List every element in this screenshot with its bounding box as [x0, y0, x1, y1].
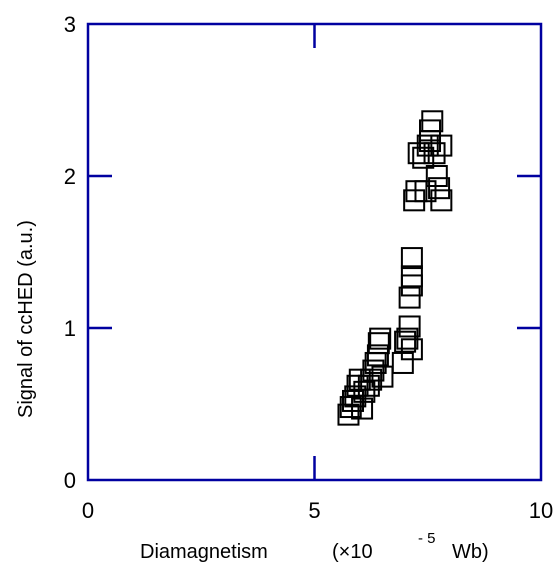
- data-point: [421, 110, 444, 133]
- y-axis-title: Signal of ccHED (a.u.): [15, 220, 37, 418]
- x-tick-label: 0: [82, 498, 94, 523]
- data-point: [412, 146, 435, 169]
- data-point: [367, 332, 390, 355]
- y-tick-label: 0: [64, 468, 76, 493]
- data-point: [400, 265, 423, 288]
- data-points: [337, 110, 453, 426]
- x-axis-title: Diamagnetism (×10 - 5 Wb): [140, 526, 489, 563]
- y-tick-label: 3: [64, 12, 76, 37]
- data-point: [416, 134, 439, 157]
- data-point: [400, 247, 423, 270]
- y-tick-label: 1: [64, 316, 76, 341]
- data-point: [423, 142, 446, 165]
- x-tick-label: 5: [308, 498, 320, 523]
- data-point: [353, 380, 376, 403]
- plot-frame: [86, 22, 543, 482]
- data-point: [430, 189, 453, 212]
- data-point: [371, 365, 394, 388]
- data-point: [400, 338, 423, 361]
- data-point: [369, 327, 392, 350]
- x-tick-label: 10: [529, 498, 553, 523]
- data-point: [337, 403, 360, 426]
- y-tick-label: 2: [64, 164, 76, 189]
- data-point: [428, 177, 451, 200]
- tick-labels: 0 5 10 0 1 2 3: [64, 12, 553, 523]
- data-point: [351, 397, 374, 420]
- data-point: [346, 374, 369, 397]
- x-axis-unit-suffix: Wb): [452, 541, 489, 563]
- data-point: [430, 134, 453, 157]
- data-point: [366, 344, 389, 367]
- data-point: [398, 315, 421, 338]
- axis-ticks: [88, 24, 541, 480]
- x-axis-unit-prefix: (×10: [332, 541, 373, 563]
- x-axis-title-main: Diamagnetism: [140, 541, 268, 563]
- data-point: [394, 330, 417, 353]
- x-axis-unit-exponent: - 5: [418, 530, 436, 547]
- data-point: [398, 286, 421, 309]
- data-point: [425, 165, 448, 187]
